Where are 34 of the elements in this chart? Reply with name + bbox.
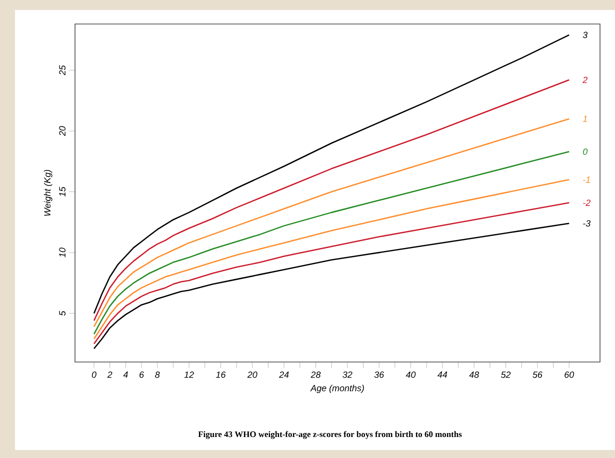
series-label: 0	[583, 148, 588, 155]
series-label: 2	[582, 76, 588, 84]
x-tick-label: 2	[107, 372, 112, 378]
x-tick-label: 12	[184, 372, 194, 378]
x-tick-label: 52	[501, 372, 511, 378]
line-series	[93, 222, 570, 350]
x-tick-label: 24	[279, 372, 289, 378]
series-label: -1	[583, 176, 590, 183]
series-label: -2	[583, 200, 590, 206]
y-tick-label: 10	[59, 248, 66, 258]
x-axis-title: Age (months)	[310, 384, 364, 394]
x-tick-label: 6	[140, 372, 144, 378]
x-tick-label: 44	[438, 372, 448, 378]
y-tick-label: 20	[59, 126, 66, 136]
x-tick-label: 28	[310, 372, 321, 378]
y-tick-label: 25	[59, 65, 66, 76]
y-tick-label: 5	[59, 310, 66, 316]
x-tick-label: 40	[406, 372, 416, 378]
x-tick-label: 60	[564, 372, 574, 378]
x-tick-label: 48	[469, 371, 480, 378]
x-tick-label: 36	[374, 372, 384, 378]
y-axis-title: Weight (Kg)	[44, 170, 52, 216]
text: Figure 43 WHO weight-for-age z-scores for boys from birth to 60 months	[198, 431, 462, 439]
x-tick-label: 20	[247, 372, 258, 378]
x-tick-label: 8	[155, 371, 160, 378]
x-tick-label: 32	[342, 372, 352, 378]
y-tick-label: 15	[59, 186, 66, 197]
x-tick-label: 0	[92, 372, 96, 378]
x-tick-label: 56	[532, 372, 542, 378]
series-label: 3	[582, 32, 588, 38]
x-tick-label: 16	[216, 372, 226, 378]
series-label: 1	[582, 116, 587, 122]
series-label: -3	[583, 220, 591, 227]
x-tick-label: 4	[123, 372, 128, 378]
